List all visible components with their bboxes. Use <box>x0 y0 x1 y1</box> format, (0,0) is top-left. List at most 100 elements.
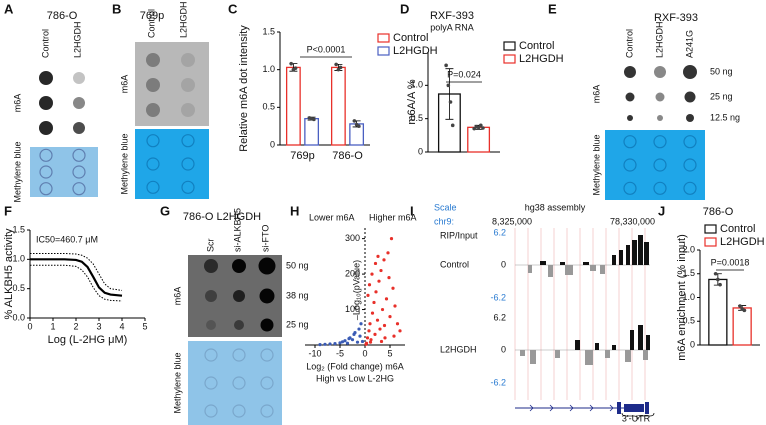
blot-dot <box>627 115 633 121</box>
data-point <box>379 268 383 273</box>
data-point <box>481 126 485 130</box>
y-tick-label: 0.5 <box>262 102 275 112</box>
browser-position: 78,330,000 <box>610 216 655 226</box>
signal-positive <box>540 235 650 350</box>
stain-dot <box>623 158 637 172</box>
track-name: L2HGDH <box>440 344 477 354</box>
stain-dot <box>146 180 160 194</box>
data-point <box>448 100 453 104</box>
chart-subtitle: High vs Low L-2HG <box>316 373 394 383</box>
blot-dot <box>146 53 160 67</box>
x-tick-label: -5 <box>336 348 344 358</box>
blot-dot <box>39 71 53 85</box>
blot-dot <box>686 114 694 122</box>
x-tick-label: 2 <box>73 321 78 331</box>
panel-label: H <box>290 203 299 218</box>
legend-swatch <box>704 224 717 234</box>
panel-label: I <box>410 203 414 218</box>
blot-dot <box>73 97 85 109</box>
data-point <box>370 272 374 276</box>
x-tick-label: 769p <box>290 150 314 162</box>
panel-label: J <box>658 203 665 218</box>
y-tick-label: 0.0 <box>12 312 25 322</box>
stain-dot <box>146 157 160 171</box>
amount-label: 12.5 ng <box>710 112 740 122</box>
y-tick-label: 0 <box>690 339 695 349</box>
group-label: Higher m6A <box>369 212 417 222</box>
y-tick-label: 1.0 <box>12 254 25 264</box>
track-tick: 6.2 <box>493 227 506 237</box>
genome-browser <box>514 228 655 421</box>
y-tick-label: 0.5 <box>12 283 25 293</box>
blot-title: 786-O L2HGDH <box>183 211 261 223</box>
blot-dot <box>181 78 195 92</box>
legend-label: Control <box>393 32 428 44</box>
y-axis-label: m6A/A % <box>406 79 418 124</box>
x-tick-label: -10 <box>308 348 321 358</box>
data-point <box>333 341 337 346</box>
data-point <box>378 327 382 331</box>
stain-dot <box>72 148 86 162</box>
data-point <box>369 338 373 342</box>
legend-label: L2HGDH <box>720 236 765 248</box>
data-point <box>367 283 372 287</box>
x-tick-label: 1 <box>50 321 55 331</box>
x-tick-label: 3 <box>96 321 101 331</box>
data-point <box>347 337 351 341</box>
chart-subtitle: polyA RNA <box>430 22 474 32</box>
browser-track-label: RIP/Input <box>440 230 478 240</box>
panel-label: D <box>400 1 409 16</box>
blot-dot <box>259 288 275 304</box>
data-point <box>340 340 345 344</box>
blot-title: 769p <box>140 10 164 22</box>
blot-dot <box>205 290 217 302</box>
browser-grid <box>514 228 646 400</box>
ic50-label: IC50=460.7 μM <box>36 234 98 244</box>
data-point <box>373 261 378 266</box>
stain-dot <box>683 181 697 195</box>
data-point <box>312 117 316 122</box>
blot-dot <box>146 78 160 92</box>
data-point <box>478 123 483 128</box>
x-tick-label: 0 <box>362 348 367 358</box>
y-tick-label: 1.5 <box>12 224 25 234</box>
data-point <box>398 329 402 333</box>
blot-dot <box>657 115 663 121</box>
data-point <box>375 318 380 322</box>
data-point <box>318 343 322 347</box>
blot-dot <box>260 318 274 332</box>
bar <box>304 117 320 146</box>
stain-membrane <box>30 147 98 197</box>
stain-dot <box>653 181 667 195</box>
browser-scale: Scale <box>434 202 457 212</box>
data-point <box>718 282 722 287</box>
data-point <box>365 336 370 340</box>
stain-dot <box>232 404 246 418</box>
data-point <box>338 341 342 345</box>
data-point <box>366 293 370 297</box>
data-point <box>336 67 341 72</box>
legend-swatch <box>377 33 390 43</box>
stain-dot <box>181 180 195 194</box>
column-label: L2HGDH <box>654 21 664 58</box>
blot-dot <box>181 53 195 67</box>
data-point <box>345 341 350 345</box>
x-axis-label: Log₂ (Fold change) m6A <box>306 361 404 371</box>
data-point <box>352 119 357 123</box>
p-value: P<0.0001 <box>307 44 346 54</box>
data-point <box>372 300 376 305</box>
data-point <box>328 342 332 346</box>
data-point <box>384 297 389 301</box>
stain-dot <box>260 404 274 418</box>
stain-dot <box>72 165 86 179</box>
stain-dot <box>204 348 218 362</box>
bar <box>708 278 728 346</box>
data-point <box>387 276 391 280</box>
stain-dot <box>72 182 86 196</box>
column-label: si-FTO <box>260 225 270 252</box>
y-axis-label: –Log₁₀(pValue) <box>351 260 361 320</box>
y-tick-label: 200 <box>345 268 360 278</box>
data-point <box>388 315 392 319</box>
data-point <box>738 304 742 308</box>
